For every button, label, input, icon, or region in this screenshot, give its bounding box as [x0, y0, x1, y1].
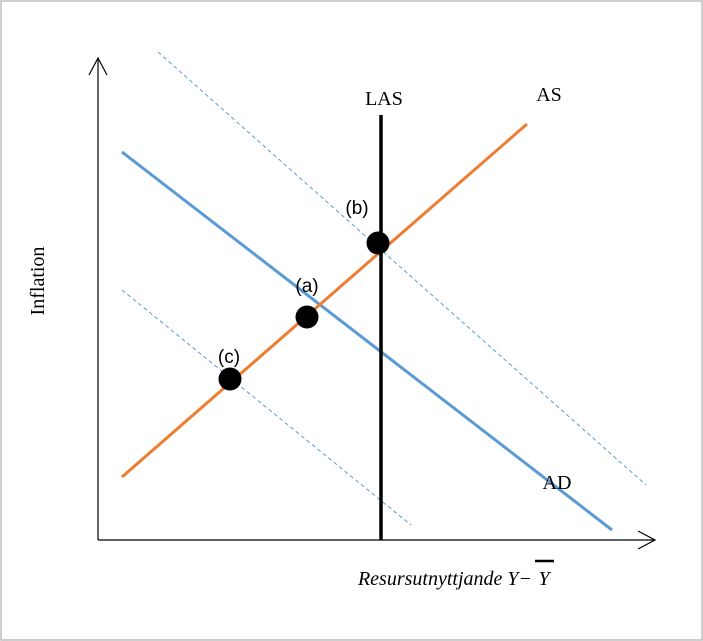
- x-arrow: [637, 530, 657, 550]
- x-axis-label: Resursutnyttjande Y−: [357, 568, 532, 590]
- ad-curve: [121, 150, 613, 532]
- ad-label: AD: [543, 472, 572, 494]
- point-c-label: (c): [218, 347, 240, 368]
- point-a-label: (a): [295, 276, 318, 297]
- as-label: AS: [536, 84, 562, 106]
- point-a: [295, 305, 319, 329]
- y-axis-label: Inflation: [27, 247, 49, 316]
- y-arrow: [88, 56, 108, 76]
- x-axis-label-overlined: Y: [538, 568, 551, 590]
- point-c: [218, 367, 242, 391]
- point-b-label: (b): [345, 198, 368, 219]
- point-b: [366, 231, 390, 255]
- as-curve: [121, 122, 528, 479]
- axes: [88, 56, 657, 550]
- ad-shift-down: [121, 289, 412, 526]
- ad-shift-up: [157, 51, 647, 486]
- las-label: LAS: [365, 88, 403, 110]
